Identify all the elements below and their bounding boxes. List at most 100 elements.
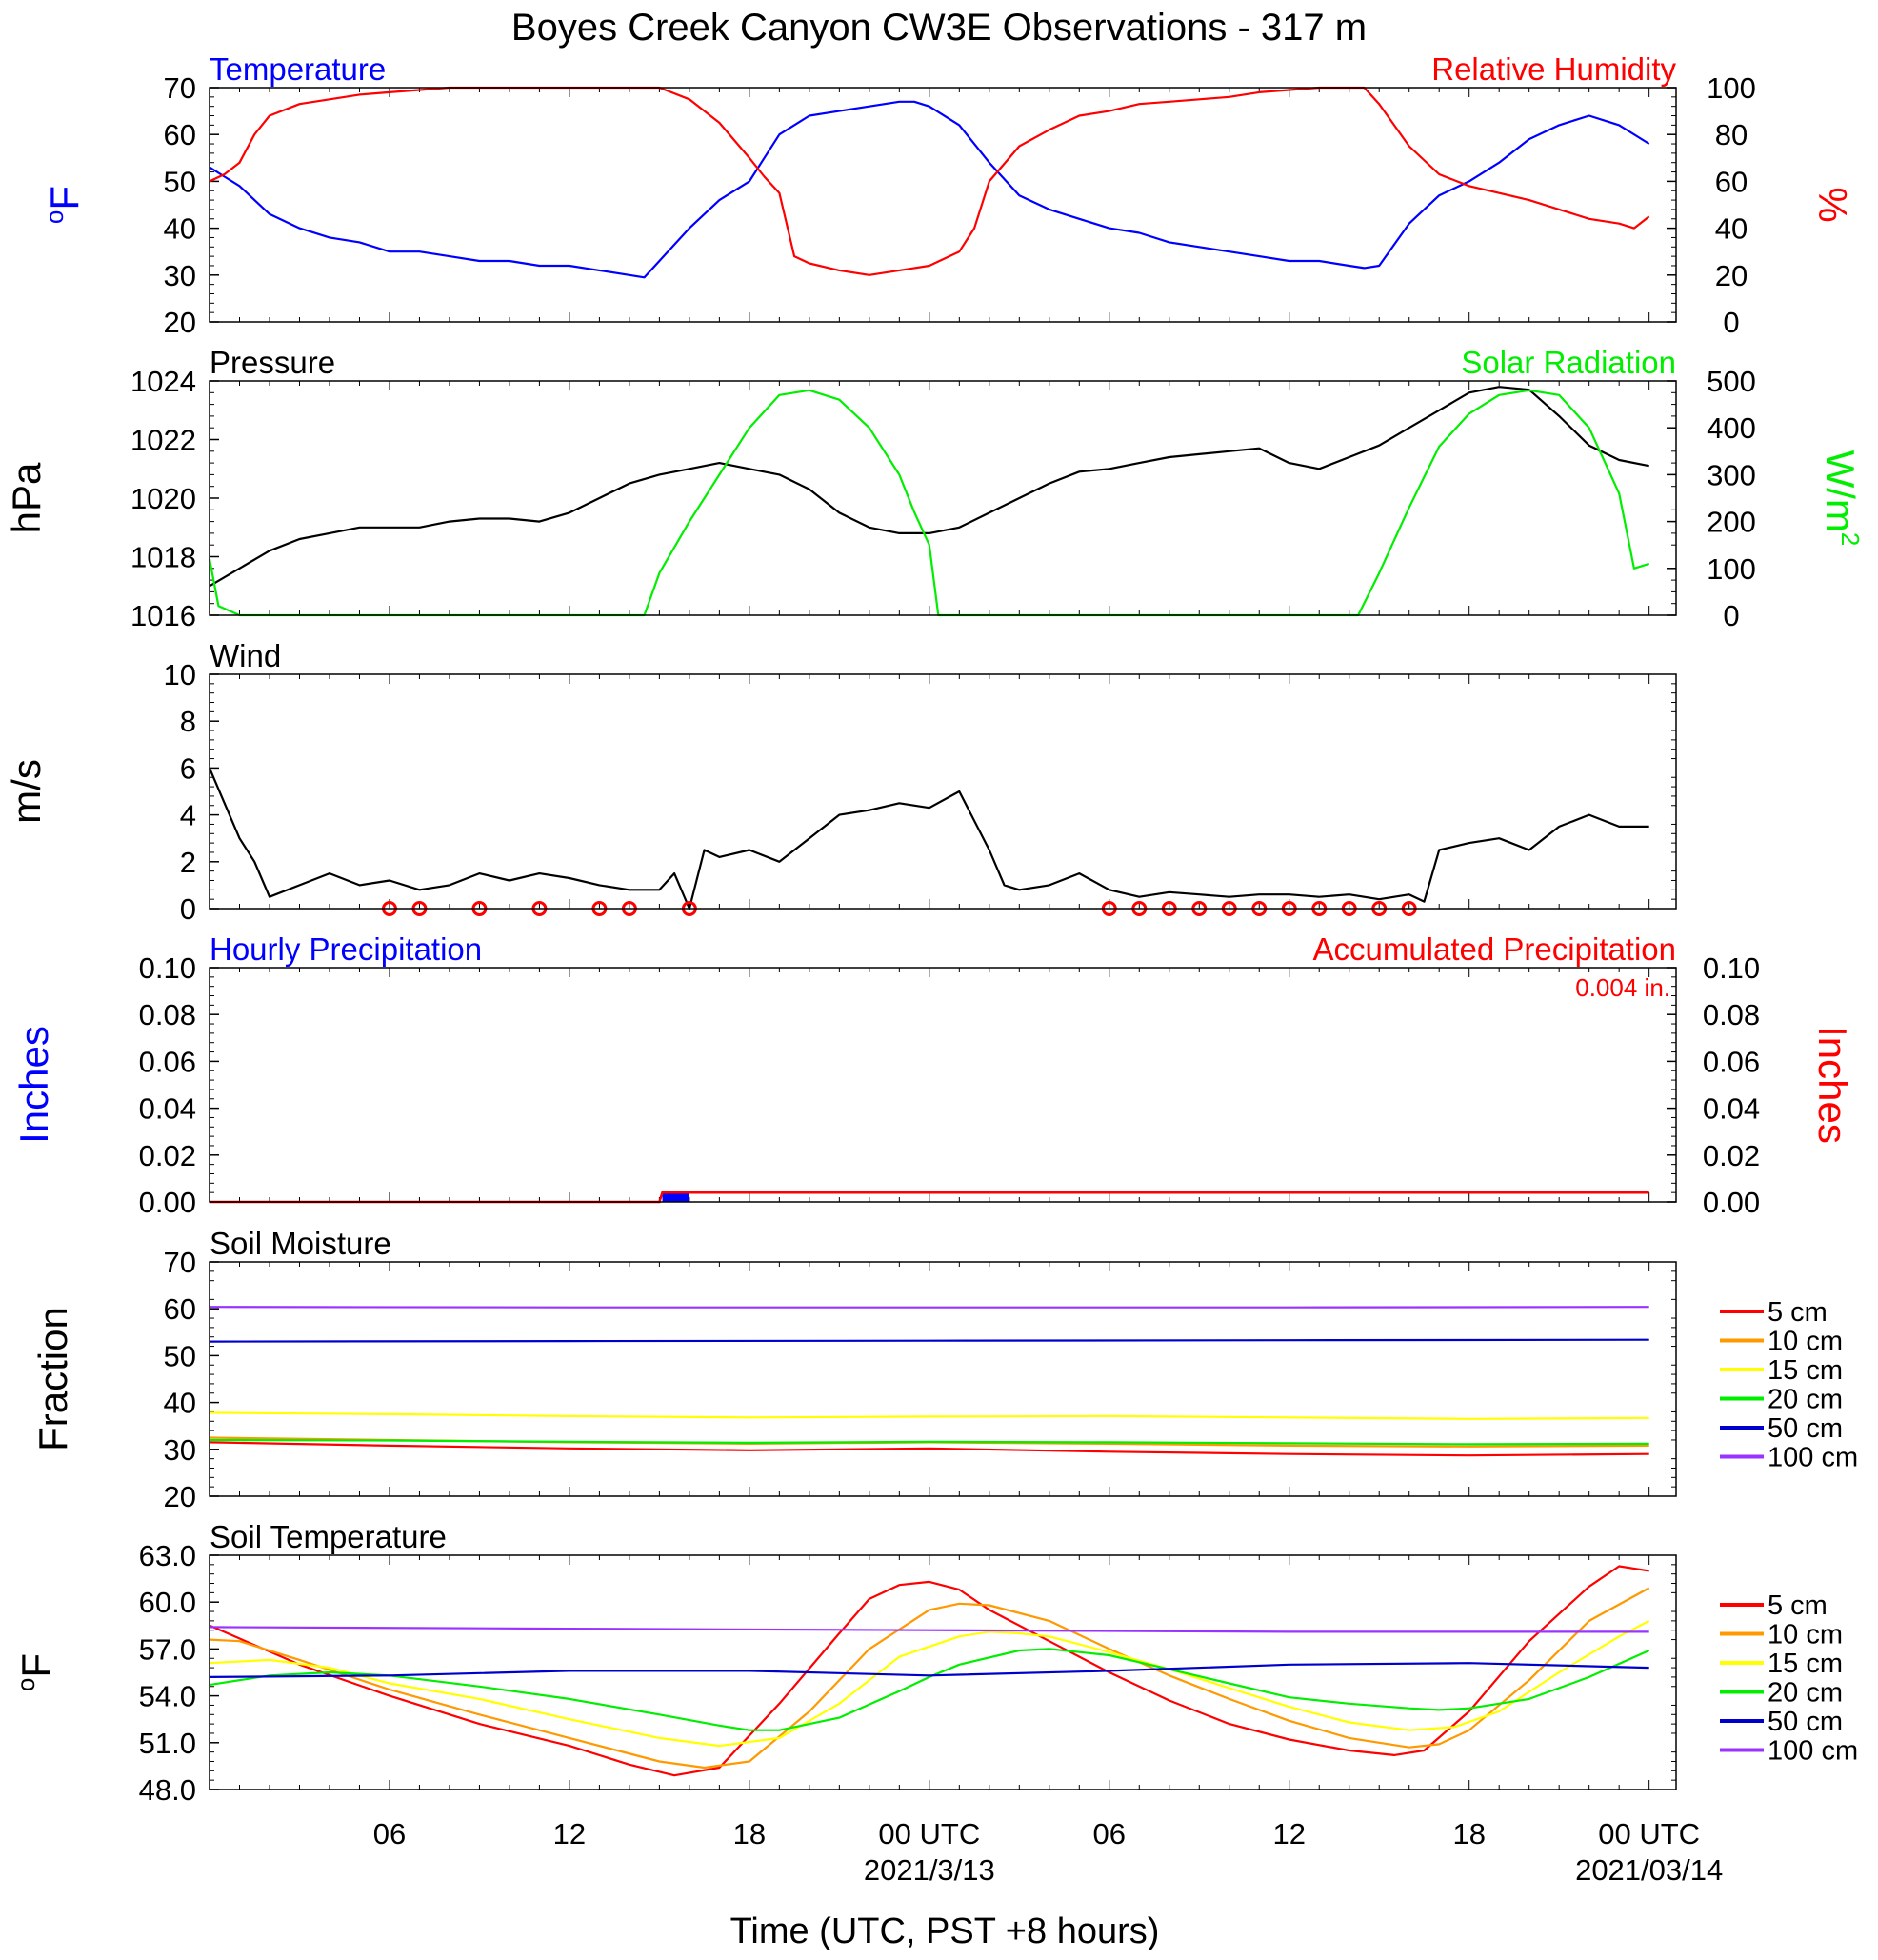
x-tick-label: 00 UTC xyxy=(878,1817,980,1850)
y-tick-label-left: 40 xyxy=(164,1387,196,1420)
y-tick-label-right: 0 xyxy=(1723,306,1739,339)
panel-frame xyxy=(209,87,1677,323)
panel-title-left: Soil Moisture xyxy=(210,1226,391,1261)
series-line xyxy=(209,1619,1650,1748)
y-tick-label-right: 0.04 xyxy=(1703,1092,1760,1126)
y-tick-label-right: 0.00 xyxy=(1703,1186,1760,1219)
y-tick-label-left: 70 xyxy=(164,71,196,105)
y-tick-label-right: 40 xyxy=(1715,212,1748,246)
y-tick-label-left: 63.0 xyxy=(139,1539,196,1572)
y-tick-label-right: 200 xyxy=(1707,506,1756,539)
panel-title-left: Soil Temperature xyxy=(210,1519,447,1554)
series-line xyxy=(209,1626,1649,1633)
y-tick-label-right: 0 xyxy=(1723,599,1739,632)
legend-label: 100 cm xyxy=(1768,1443,1858,1473)
y-tick-label-left: 4 xyxy=(180,799,196,832)
y-tick-label-left: 0.00 xyxy=(139,1186,196,1219)
legend-label: 50 cm xyxy=(1768,1413,1843,1444)
y-axis-label-left: hPa xyxy=(4,462,49,533)
panel-title-left: Temperature xyxy=(210,51,386,87)
series-line xyxy=(209,1441,1649,1457)
y-tick-label-left: 0.02 xyxy=(139,1139,196,1172)
x-tick-label: 06 xyxy=(1093,1817,1126,1850)
panel-soil-temperature: 48.0 51.0 54.0 57.0 60.0 63.0 Soil Temperature… xyxy=(11,1519,1858,1807)
panel-title-right: Relative Humidity xyxy=(1431,51,1676,87)
y-axis-label-left: Inches xyxy=(11,1026,56,1144)
y-tick-label-left: 51.0 xyxy=(139,1727,196,1760)
panel-soil-moisture: 20 30 40 50 60 70 Soil Moisture Fraction 5 cm10 … xyxy=(30,1226,1858,1513)
y-tick-label-right: 80 xyxy=(1715,118,1748,151)
y-tick-label-left: 0 xyxy=(180,892,196,926)
y-tick-label-right: 500 xyxy=(1707,365,1756,398)
series-line xyxy=(209,1565,1649,1777)
y-tick-label-left: 1024 xyxy=(130,365,196,398)
series-line xyxy=(209,86,1650,276)
y-axis-label-left: oF xyxy=(11,1653,58,1691)
x-tick-label: 18 xyxy=(733,1817,766,1850)
hourly-precip-bar xyxy=(662,1192,689,1202)
y-tick-label-right: 0.02 xyxy=(1703,1139,1760,1172)
y-axis-label-left: Fraction xyxy=(30,1307,75,1451)
y-tick-label-right: 100 xyxy=(1707,71,1756,105)
x-axis-label: Time (UTC, PST +8 hours) xyxy=(730,1911,1160,1951)
y-tick-label-right: 0.06 xyxy=(1703,1045,1760,1078)
y-tick-label-left: 20 xyxy=(164,1480,196,1513)
x-tick-label: 18 xyxy=(1452,1817,1485,1850)
legend-label: 100 cm xyxy=(1768,1736,1858,1767)
panel-frame xyxy=(209,1554,1677,1790)
y-tick-label-left: 1022 xyxy=(130,424,196,457)
panel-pressure-solar: 1016 1018 1020 1022 1024 0 100 200 300 400 500 Pres… xyxy=(4,345,1865,632)
y-tick-label-left: 0.04 xyxy=(139,1092,196,1126)
legend-label: 5 cm xyxy=(1768,1297,1828,1328)
y-tick-label-right: 100 xyxy=(1707,552,1756,586)
series-line xyxy=(209,1662,1649,1678)
panel-title-left: Pressure xyxy=(210,345,335,380)
y-tick-label-left: 60 xyxy=(164,1292,196,1326)
y-tick-label-left: 10 xyxy=(164,658,196,691)
panel-title-right: Accumulated Precipitation xyxy=(1312,931,1676,967)
y-tick-label-left: 48.0 xyxy=(139,1773,196,1807)
y-tick-label-left: 0.08 xyxy=(139,998,196,1031)
y-tick-label-left: 2 xyxy=(180,846,196,879)
y-tick-label-right: 0.10 xyxy=(1703,951,1760,985)
y-tick-label-left: 57.0 xyxy=(139,1632,196,1666)
series-line xyxy=(209,1438,1649,1446)
legend-label: 15 cm xyxy=(1768,1355,1843,1386)
y-tick-label-right: 0.08 xyxy=(1703,998,1760,1031)
x-tick-label: 12 xyxy=(1273,1817,1306,1850)
y-axis-label-left: m/s xyxy=(4,759,49,824)
legend-label: 10 cm xyxy=(1768,1620,1843,1650)
accumulated-total-label: 0.004 in. xyxy=(1575,973,1670,1002)
series-line xyxy=(209,1411,1649,1420)
x-tick-label: 06 xyxy=(373,1817,406,1850)
series-line xyxy=(209,100,1650,279)
x-tick-label: 00 UTC xyxy=(1598,1817,1700,1850)
legend-label: 20 cm xyxy=(1768,1385,1843,1415)
y-tick-label-left: 54.0 xyxy=(139,1680,196,1713)
y-tick-label-left: 70 xyxy=(164,1246,196,1279)
legend-label: 5 cm xyxy=(1768,1590,1828,1621)
y-tick-label-left: 60 xyxy=(164,118,196,151)
panel-frame xyxy=(209,380,1677,616)
panel-title-right: Solar Radiation xyxy=(1461,345,1676,380)
y-axis-label-right: Inches xyxy=(1810,1026,1855,1144)
x-date-label: 2021/03/14 xyxy=(1575,1853,1723,1887)
y-axis-label-left: oF xyxy=(40,186,87,224)
legend-label: 10 cm xyxy=(1768,1327,1843,1357)
panel-title-left: Hourly Precipitation xyxy=(210,931,482,967)
y-tick-label-left: 20 xyxy=(164,306,196,339)
y-tick-label-left: 8 xyxy=(180,705,196,738)
y-tick-label-left: 60.0 xyxy=(139,1586,196,1619)
y-tick-label-right: 60 xyxy=(1715,165,1748,198)
series-line xyxy=(209,1306,1649,1309)
x-date-label: 2021/3/13 xyxy=(864,1853,995,1887)
y-tick-label-left: 1016 xyxy=(130,599,196,632)
x-tick-label: 12 xyxy=(553,1817,586,1850)
y-tick-label-left: 6 xyxy=(180,751,196,785)
y-tick-label-left: 1018 xyxy=(130,541,196,574)
y-tick-label-left: 0.06 xyxy=(139,1045,196,1078)
y-tick-label-left: 50 xyxy=(164,165,196,198)
y-tick-label-left: 1020 xyxy=(130,482,196,515)
